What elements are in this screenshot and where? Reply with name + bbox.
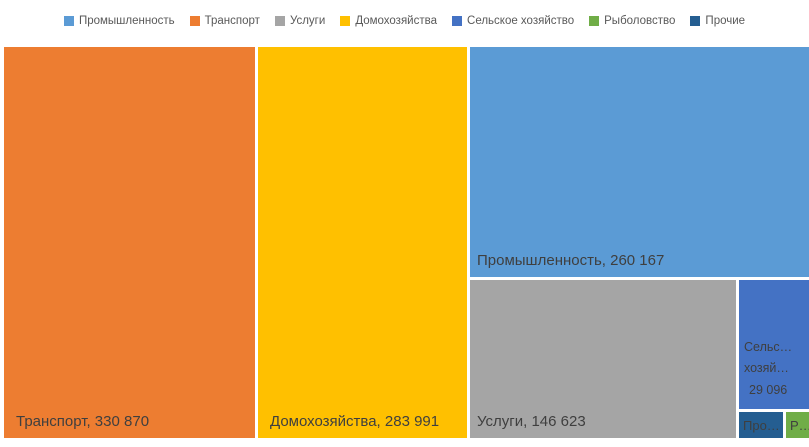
legend-item-fishing[interactable]: Рыболовство — [589, 15, 675, 27]
legend-label-services: Услуги — [289, 15, 326, 27]
legend-item-services[interactable]: Услуги — [274, 15, 326, 27]
legend-label-others: Прочие — [705, 15, 746, 27]
tile-label-transport: Транспорт, 330 870 — [16, 413, 150, 430]
tile-label-households: Домохозяйства, 283 991 — [270, 413, 440, 430]
chart-legend: Промышленность Транспорт Услуги Домохозя… — [0, 10, 809, 32]
legend-item-others[interactable]: Прочие — [690, 15, 745, 27]
tile-label-services: Услуги, 146 623 — [477, 413, 586, 430]
legend-label-households: Домохозяйства — [355, 15, 438, 27]
treemap-tile-fishing[interactable]: Р… — [786, 412, 809, 438]
legend-label-industry: Промышленность — [78, 15, 175, 27]
legend-item-transport[interactable]: Транспорт — [189, 15, 260, 27]
legend-item-households[interactable]: Домохозяйства — [340, 15, 437, 27]
agriculture-label-value: 29 096 — [749, 382, 788, 397]
treemap-tile-transport[interactable]: Транспорт, 330 870 — [4, 47, 255, 438]
tile-label-fishing: Р… — [790, 418, 809, 433]
treemap-tile-agriculture[interactable]: Сельс… хозяй… 29 096 — [739, 280, 809, 409]
treemap-tile-industry[interactable]: Промышленность, 260 167 — [470, 47, 809, 277]
legend-swatch-industry — [63, 16, 74, 26]
treemap-tile-households[interactable]: Домохозяйства, 283 991 — [258, 47, 467, 438]
legend-swatch-agriculture — [452, 16, 463, 26]
legend-swatch-services — [274, 16, 285, 26]
legend-label-agriculture: Сельское хозяйство — [467, 15, 575, 27]
legend-swatch-fishing — [589, 16, 600, 26]
tile-label-agriculture: Сельс… хозяй… 29 096 — [739, 337, 792, 410]
agriculture-label-line1: Сельс… — [744, 339, 793, 354]
treemap-tile-others[interactable]: Про… — [739, 412, 783, 438]
treemap-tile-services[interactable]: Услуги, 146 623 — [470, 280, 736, 438]
legend-swatch-households — [340, 16, 351, 26]
tile-label-others: Про… — [743, 418, 780, 433]
legend-item-agriculture[interactable]: Сельское хозяйство — [452, 15, 574, 27]
agriculture-label-line2: хозяй… — [744, 361, 789, 375]
legend-label-transport: Транспорт — [204, 15, 260, 27]
legend-swatch-transport — [189, 16, 200, 26]
legend-item-industry[interactable]: Промышленность — [63, 15, 175, 27]
tile-label-industry: Промышленность, 260 167 — [477, 252, 665, 269]
legend-swatch-others — [690, 16, 701, 26]
legend-label-fishing: Рыболовство — [604, 15, 676, 27]
